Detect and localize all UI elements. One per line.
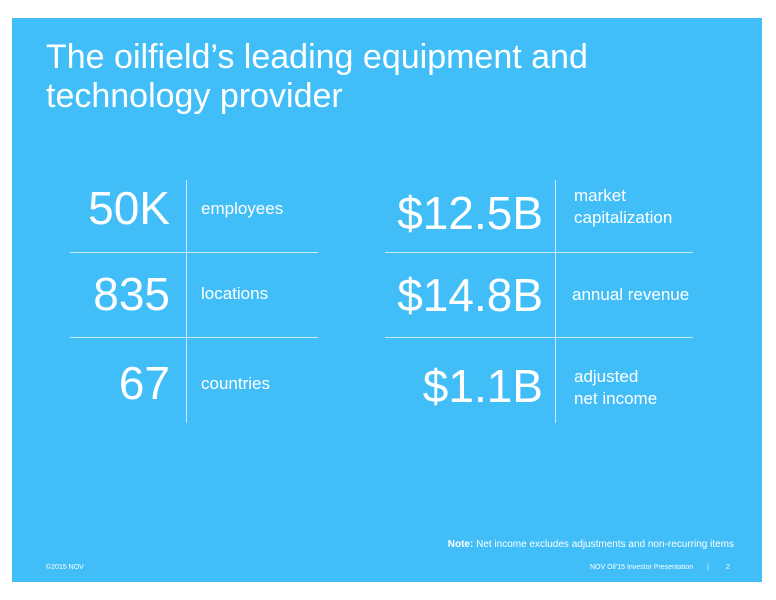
stat-label: employees [201,199,284,218]
label-line: net income [574,389,658,408]
copyright: ©2015 NOV [46,564,84,571]
stat-value: 835 [93,268,170,320]
divider [186,180,187,423]
stat-value: $1.1B [422,360,543,412]
note: Note: Net income excludes adjustments an… [448,539,734,550]
stat-value: 67 [118,357,170,409]
title-line: technology provider [46,77,343,115]
title-line: The oilfield’s leading equipment and [46,38,588,76]
note-prefix: Note: [447,539,474,550]
stat-value: 50K [88,182,170,234]
label-line: adjusted [574,367,639,386]
stat-value: $12.5B [397,187,543,239]
stat-label: annual revenue [572,285,690,304]
divider [385,337,693,338]
title: The oilfield’s leading equipment and tec… [46,38,588,116]
divider [70,337,318,338]
separator: | [707,564,709,571]
note-text: Net income excludes adjustments and non-… [476,539,734,550]
stat-label: locations [201,284,269,303]
stat-value: $14.8B [397,269,543,321]
stat-label: countries [201,374,270,393]
divider [385,252,693,253]
divider [555,180,556,423]
label-line: market [574,186,626,205]
stat-label: market capitalization [574,185,672,229]
presentation-name: NOV Oil’15 Investor Presentation [590,564,694,571]
divider [70,252,318,253]
slide: The oilfield’s leading equipment and tec… [12,18,762,582]
stat-label: adjusted net income [574,366,657,410]
label-line: capitalization [574,208,673,227]
page-number: 2 [726,564,730,571]
